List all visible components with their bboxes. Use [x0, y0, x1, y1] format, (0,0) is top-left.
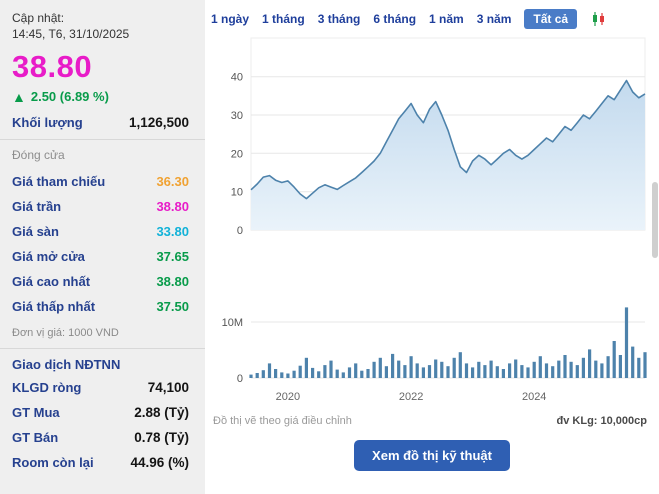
- foreign-trading-title: Giao dịch NĐTNN: [12, 357, 121, 372]
- timeframe-tabbar: 1 ngày 1 tháng 3 tháng 6 tháng 1 năm 3 n…: [205, 0, 659, 32]
- stat-label: Giá trần: [12, 199, 62, 214]
- foreign-trading-table: KLGD ròng 74,100 GT Mua 2.88 (Tỷ) GT Bán…: [12, 380, 189, 480]
- svg-text:10: 10: [231, 187, 243, 199]
- tab-3-months[interactable]: 3 tháng: [317, 11, 361, 26]
- last-price: 38.80: [12, 49, 93, 84]
- tab-1-year[interactable]: 1 năm: [429, 11, 464, 26]
- svg-text:20: 20: [231, 148, 243, 160]
- volume-chart[interactable]: 0 10M 2020 2022 2024: [205, 258, 659, 408]
- candlestick-chart-icon[interactable]: [591, 11, 607, 27]
- price-change: ▲ 2.50 (6.89 %): [12, 89, 189, 104]
- price-stats-table: Giá tham chiếu 36.30 Giá trần 38.80 Giá …: [12, 174, 189, 324]
- foreign-label: KLGD ròng: [12, 380, 82, 395]
- svg-text:2020: 2020: [276, 391, 300, 403]
- stat-value: 33.80: [156, 224, 189, 239]
- stat-value: 37.50: [156, 299, 189, 314]
- price-change-value: 2.50 (6.89 %): [30, 89, 109, 104]
- stat-row-low: Giá thấp nhất 37.50: [12, 299, 189, 324]
- tab-1-month[interactable]: 1 tháng: [262, 11, 305, 26]
- foreign-row-sell-value: GT Bán 0.78 (Tỷ): [12, 430, 189, 455]
- stat-row-high: Giá cao nhất 38.80: [12, 274, 189, 299]
- divider: [0, 139, 205, 140]
- foreign-row-net-volume: KLGD ròng 74,100: [12, 380, 189, 405]
- foreign-label: Room còn lại: [12, 455, 94, 470]
- svg-text:40: 40: [231, 72, 243, 84]
- svg-text:0: 0: [237, 225, 243, 237]
- update-time: 14:45, T6, 31/10/2025: [12, 27, 130, 41]
- stat-label: Giá cao nhất: [12, 274, 91, 289]
- stat-row-ceiling: Giá trần 38.80: [12, 199, 189, 224]
- svg-text:30: 30: [231, 110, 243, 122]
- technical-chart-button[interactable]: Xem đồ thị kỹ thuật: [354, 440, 510, 471]
- divider: [0, 348, 205, 349]
- stat-row-open: Giá mở cửa 37.65: [12, 249, 189, 274]
- svg-text:2024: 2024: [522, 391, 546, 403]
- stat-row-floor: Giá sàn 33.80: [12, 224, 189, 249]
- tab-3-years[interactable]: 3 năm: [476, 11, 512, 26]
- foreign-value: 44.96 (%): [130, 455, 189, 470]
- foreign-label: GT Mua: [12, 405, 60, 420]
- foreign-row-buy-value: GT Mua 2.88 (Tỷ): [12, 405, 189, 430]
- foreign-value: 2.88 (Tỷ): [134, 405, 189, 420]
- button-row: Xem đồ thị kỹ thuật: [205, 440, 659, 471]
- stat-value: 38.80: [156, 274, 189, 289]
- stat-value: 38.80: [156, 199, 189, 214]
- foreign-value: 0.78 (Tỷ): [134, 430, 189, 445]
- foreign-value: 74,100: [147, 380, 189, 395]
- update-label: Cập nhật:: [12, 11, 65, 25]
- tab-1-day[interactable]: 1 ngày: [211, 11, 250, 26]
- foreign-label: GT Bán: [12, 430, 59, 445]
- session-status: Đóng cửa: [12, 148, 65, 162]
- stat-row-reference: Giá tham chiếu 36.30: [12, 174, 189, 199]
- stat-label: Giá sàn: [12, 224, 59, 239]
- volume-value: 1,126,500: [128, 115, 189, 130]
- stat-label: Giá mở cửa: [12, 249, 85, 264]
- svg-text:10M: 10M: [222, 317, 243, 329]
- tab-6-months[interactable]: 6 tháng: [373, 11, 417, 26]
- price-chart[interactable]: 0 10 20 30 40: [205, 32, 659, 245]
- stat-label: Giá thấp nhất: [12, 299, 96, 314]
- foreign-row-room-left: Room còn lại 44.96 (%): [12, 455, 189, 480]
- tab-all[interactable]: Tất cả: [524, 8, 578, 29]
- svg-text:0: 0: [237, 373, 243, 385]
- adjusted-price-note: Đồ thị vẽ theo giá điều chỉnh: [213, 415, 352, 427]
- up-arrow-icon: ▲: [12, 88, 26, 105]
- stat-label: Giá tham chiếu: [12, 174, 106, 189]
- svg-text:2022: 2022: [399, 391, 423, 403]
- scrollbar-thumb[interactable]: [652, 182, 658, 258]
- volume-label: Khối lượng: [12, 115, 83, 130]
- volume-row: Khối lượng 1,126,500: [12, 115, 189, 130]
- chart-panel: 1 ngày 1 tháng 3 tháng 6 tháng 1 năm 3 n…: [205, 0, 659, 494]
- quote-panel: Cập nhật: 14:45, T6, 31/10/2025 38.80 ▲ …: [0, 0, 205, 494]
- update-timestamp: Cập nhật: 14:45, T6, 31/10/2025: [12, 10, 189, 42]
- stat-value: 36.30: [156, 174, 189, 189]
- chart-footer: Đồ thị vẽ theo giá điều chỉnh đv KLg: 10…: [205, 413, 659, 427]
- price-unit-note: Đơn vị giá: 1000 VND: [12, 327, 119, 339]
- stat-value: 37.65: [156, 249, 189, 264]
- volume-unit-note: đv KLg: 10,000cp: [556, 415, 647, 427]
